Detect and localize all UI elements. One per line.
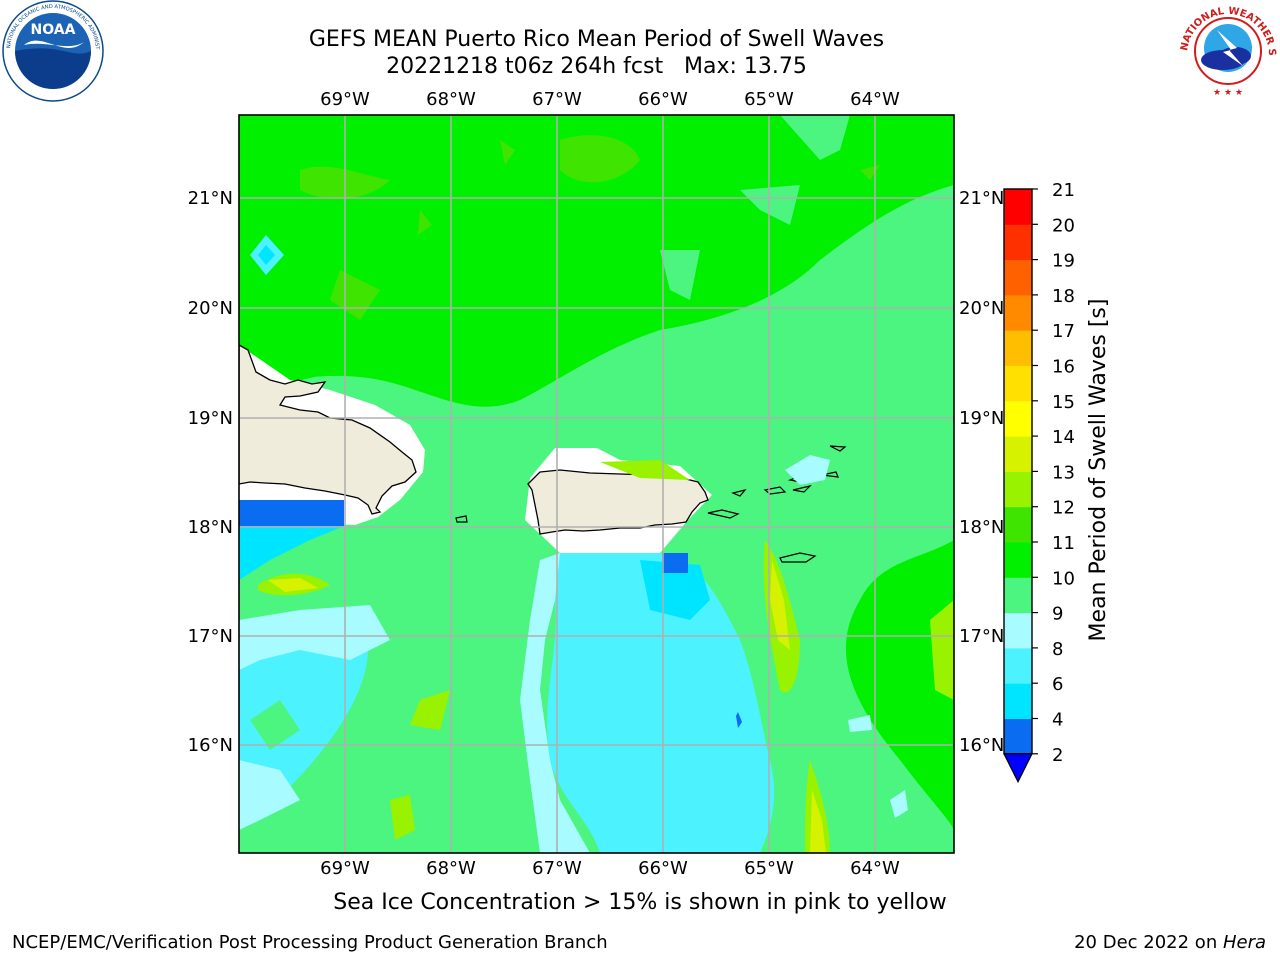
lon-label-top: 66°W (638, 89, 688, 110)
colorbar-bin (1004, 577, 1032, 614)
svg-text:★ ★ ★: ★ ★ ★ (1213, 88, 1243, 98)
lat-label-right: 19°N (959, 408, 1004, 429)
lat-label-right: 18°N (959, 517, 1004, 538)
colorbar-bin (1004, 400, 1032, 437)
swell-contour-4-6s-west (239, 526, 344, 580)
footer-producer: NCEP/EMC/Verification Post Processing Pr… (12, 932, 608, 953)
colorbar-bin (1004, 647, 1032, 684)
lon-label-top: 64°W (850, 89, 900, 110)
lon-label-top: 65°W (744, 89, 794, 110)
colorbar-tick-label: 4 (1052, 710, 1063, 731)
footer-date-text: 20 Dec 2022 on (1074, 932, 1223, 953)
colorbar-tick-label: 14 (1052, 427, 1075, 448)
swell-contour-8-9s-southwest (239, 605, 390, 830)
colorbar-bin (1004, 189, 1032, 225)
colorbar-bin (1004, 365, 1032, 402)
colorbar-bin (1004, 612, 1032, 649)
noaa-logo: NOAA NATIONAL OCEANIC AND ATMOSPHERIC AD… (2, 0, 104, 102)
colorbar-tick-label: 15 (1052, 392, 1075, 413)
colorbar-bin (1004, 294, 1032, 331)
sea-ice-note: Sea Ice Concentration > 15% is shown in … (333, 890, 947, 915)
colorbar-tick-label: 8 (1052, 639, 1063, 660)
colorbar-tick-label: 18 (1052, 286, 1075, 307)
colorbar-tick-label: 9 (1052, 604, 1063, 625)
lon-label-bottom: 68°W (426, 858, 476, 879)
swell-contour-11-12s-patches (300, 135, 880, 320)
colorbar-tick-label: 16 (1052, 357, 1075, 378)
colorbar-bin (1004, 506, 1032, 543)
footer-date: 20 Dec 2022 on Hera (1074, 932, 1266, 953)
colorbar-extend-triangle (1003, 753, 1033, 784)
colorbar-tick-label: 12 (1052, 498, 1075, 519)
lat-label-left: 18°N (188, 517, 233, 538)
lat-label-left: 16°N (188, 735, 233, 756)
colorbar-tick-label: 6 (1052, 674, 1063, 695)
colorbar-bin (1004, 542, 1032, 578)
colorbar-bin (1004, 224, 1032, 261)
lon-label-bottom: 69°W (320, 858, 370, 879)
map-frame (238, 114, 955, 854)
swell-contour-6-8s-south (547, 553, 775, 853)
lat-label-left: 17°N (188, 626, 233, 647)
swell-contour-2-4s-south (662, 553, 688, 573)
colorbar-tick-label: 17 (1052, 321, 1075, 342)
colorbar-tick-label: 13 (1052, 462, 1075, 483)
swell-contour-9-10s-southwest (250, 700, 480, 830)
colorbar-bin (1004, 436, 1032, 472)
lat-label-left: 20°N (188, 298, 233, 319)
colorbar-tick-label: 10 (1052, 568, 1075, 589)
lon-label-top: 67°W (532, 89, 582, 110)
colorbar-bin (1004, 683, 1032, 719)
colorbar-tick-label: 21 (1052, 180, 1075, 201)
colorbar-bin (1004, 718, 1032, 755)
lon-label-top: 68°W (426, 89, 476, 110)
forecast-subtitle: 20221218 t06z 264h fcst Max: 13.75 (386, 54, 807, 79)
lat-label-left: 21°N (188, 188, 233, 209)
colorbar-bin (1004, 330, 1032, 366)
colorbar-tick-label: 2 (1052, 745, 1063, 766)
noaa-wordmark: NOAA (31, 22, 76, 38)
lon-label-bottom: 65°W (744, 858, 794, 879)
lat-label-left: 19°N (188, 408, 233, 429)
colorbar-bin (1004, 259, 1032, 296)
swell-contour-9-10s-ne (660, 115, 850, 300)
colorbar-bin (1004, 471, 1032, 508)
lon-label-bottom: 67°W (532, 858, 582, 879)
colorbar-tick-label: 20 (1052, 215, 1075, 236)
map-title: GEFS MEAN Puerto Rico Mean Period of Swe… (308, 27, 885, 52)
hispaniola-land (239, 344, 417, 515)
colorbar: 2 4 6 8 9 10 11 12 13 14 15 16 17 18 19 20 21 (1003, 180, 1075, 784)
nws-logo: NATIONAL WEATHER SERVICE ★ ★ ★ (1177, 0, 1278, 101)
lon-label-top: 69°W (320, 89, 370, 110)
colorbar-tick-label: 11 (1052, 533, 1075, 554)
swell-contour-8-9s-south (520, 553, 590, 853)
lat-label-right: 21°N (959, 188, 1004, 209)
lon-label-bottom: 66°W (638, 858, 688, 879)
lat-label-right: 20°N (959, 298, 1004, 319)
map-panel (239, 115, 954, 853)
lat-label-right: 16°N (959, 735, 1004, 756)
graticule (239, 115, 954, 853)
colorbar-tick-label: 19 (1052, 251, 1075, 272)
footer-machine: Hera (1222, 932, 1266, 953)
lon-label-bottom: 64°W (850, 858, 900, 879)
swell-contour-2-4s-west (239, 500, 344, 526)
lat-label-right: 17°N (959, 626, 1004, 647)
swell-contour-4-6s-south (640, 560, 710, 620)
colorbar-label: Mean Period of Swell Waves [s] (1086, 299, 1111, 642)
